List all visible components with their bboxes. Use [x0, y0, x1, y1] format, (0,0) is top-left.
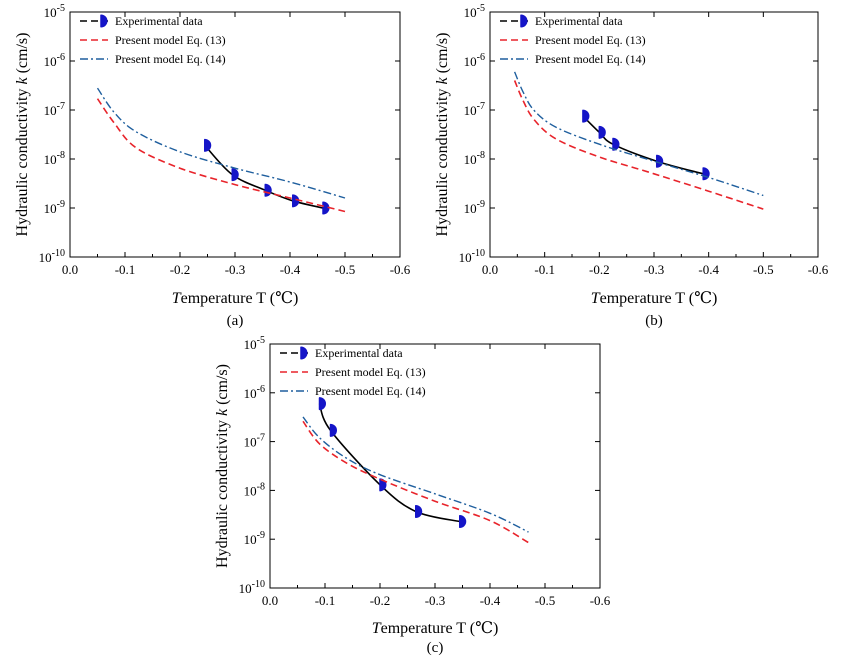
legend-marker-experimental [100, 14, 108, 28]
series-eq14-line [302, 416, 529, 533]
panel-c: 0.0 -0.1 -0.2 -0.3 -0.4 -0.5 -0.6 10-10 10-9 10-8… [214, 335, 611, 656]
y-tick-label: 10-7 [464, 101, 485, 118]
y-tick-label: 10-5 [464, 3, 485, 20]
legend-label: Experimental data [315, 346, 403, 360]
plot-frame [69, 11, 401, 258]
x-tick-label: -0.1 [534, 262, 555, 277]
legend-marker-experimental [300, 346, 308, 360]
legend: Experimental data Present model Eq. (13) P… [500, 14, 646, 66]
series-experimental-line [204, 144, 324, 209]
x-tick-label: -0.2 [370, 593, 391, 608]
plot-frame [269, 343, 601, 589]
plot-frame [489, 11, 819, 258]
series-eq14-line [513, 71, 764, 197]
series-eq14-line [96, 87, 346, 199]
x-tick-label: -0.6 [808, 262, 829, 277]
y-tick-label: 10-9 [244, 530, 265, 547]
experimental-marker [319, 397, 326, 411]
y-tick-label: 10-8 [464, 150, 485, 167]
experimental-marker [264, 183, 272, 197]
x-tick-label: -0.3 [225, 262, 246, 277]
y-tick-label: 10-6 [44, 52, 65, 69]
y-axis-title: Hydraulic conductivity k (cm/s) [14, 33, 31, 237]
x-tick-label: -0.5 [753, 262, 774, 277]
y-tick-label: 10-6 [464, 52, 485, 69]
y-tick-label: 10-6 [244, 384, 265, 401]
x-tick-label: -0.4 [280, 262, 301, 277]
y-tick-label: 10-7 [244, 433, 265, 450]
x-tick-label: -0.4 [698, 262, 719, 277]
experimental-marker [459, 515, 467, 529]
legend-label: Present model Eq. (14) [315, 384, 426, 398]
y-tick-label: 10-8 [244, 481, 265, 498]
y-tick-label: 10-5 [244, 335, 265, 352]
x-axis-title: Temperature T (℃) [172, 290, 299, 307]
experimental-marker [330, 423, 337, 437]
x-tick-label: -0.1 [115, 262, 136, 277]
x-tick-label: -0.3 [425, 593, 446, 608]
legend: Experimental data Present model Eq. (13) P… [280, 346, 426, 398]
y-axis-title: Hydraulic conductivity k (cm/s) [214, 364, 231, 568]
panel-label: (c) [427, 640, 444, 656]
experimental-marker [292, 194, 300, 208]
y-tick-label: 10-10 [39, 248, 65, 265]
experimental-marker [656, 154, 664, 168]
series-experimental-line [318, 403, 460, 523]
x-tick-label: -0.1 [315, 593, 336, 608]
x-tick-label: 0.0 [262, 593, 278, 608]
x-tick-label: 0.0 [62, 262, 78, 277]
series-eq13-line [96, 98, 346, 213]
x-tick-label: -0.5 [335, 262, 356, 277]
legend-label: Present model Eq. (13) [115, 33, 226, 47]
x-axis-title: Temperature T (℃) [591, 290, 718, 307]
x-tick-label: -0.5 [535, 593, 556, 608]
y-tick-label: 10-9 [44, 199, 65, 216]
y-axis-title: Hydraulic conductivity k (cm/s) [434, 33, 451, 237]
y-tick-label: 10-5 [44, 3, 65, 20]
panel-b: 0.0 -0.1 -0.2 -0.3 -0.4 -0.5 -0.6 10-10 10-9 10-8… [434, 3, 829, 329]
legend: Experimental data Present model Eq. (13) P… [80, 14, 226, 66]
x-tick-label: -0.4 [480, 593, 501, 608]
legend-label: Present model Eq. (14) [535, 52, 646, 66]
x-tick-label: 0.0 [482, 262, 498, 277]
y-tick-label: 10-10 [459, 248, 485, 265]
series-eq13-line [513, 80, 764, 210]
x-tick-label: -0.6 [590, 593, 611, 608]
y-tick-label: 10-10 [239, 579, 265, 596]
series-eq13-line [302, 420, 529, 544]
experimental-marker [598, 125, 606, 139]
legend-label: Present model Eq. (13) [535, 33, 646, 47]
y-tick-label: 10-7 [44, 101, 65, 118]
panel-label: (b) [645, 313, 663, 329]
x-tick-label: -0.6 [390, 262, 411, 277]
legend-label: Present model Eq. (13) [315, 365, 426, 379]
y-tick-label: 10-9 [464, 199, 485, 216]
legend-label: Experimental data [115, 14, 203, 28]
legend-marker-experimental [520, 14, 528, 28]
y-tick-label: 10-8 [44, 150, 65, 167]
experimental-marker [231, 168, 239, 182]
panel-a: 0.0 -0.1 -0.2 -0.3 -0.4 -0.5 -0.6 10-10 10-9 10-8… [14, 3, 411, 329]
panel-label: (a) [227, 313, 244, 329]
experimental-marker [415, 504, 423, 518]
experimental-marker [204, 138, 212, 152]
legend-label: Present model Eq. (14) [115, 52, 226, 66]
x-tick-label: -0.2 [589, 262, 610, 277]
legend-label: Experimental data [535, 14, 623, 28]
x-tick-label: -0.3 [644, 262, 665, 277]
x-axis-title: Temperature T (℃) [372, 620, 499, 637]
x-tick-label: -0.2 [170, 262, 191, 277]
